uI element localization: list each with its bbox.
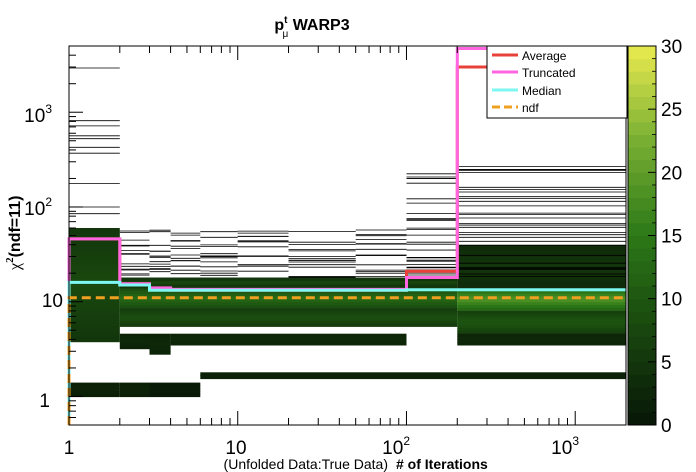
colorbar-step xyxy=(628,236,656,249)
legend: Average Truncated Median ndf xyxy=(487,46,627,118)
colorbar-step xyxy=(628,286,656,299)
y-tick-label-1: 1 xyxy=(39,391,50,412)
heat-cell xyxy=(120,346,150,350)
colorbar-step xyxy=(628,299,656,312)
heat-cell xyxy=(457,325,626,328)
heat-cell xyxy=(120,323,458,327)
colorbar-step xyxy=(628,324,656,337)
heat-cell xyxy=(200,375,626,379)
colorbar-step xyxy=(628,71,656,84)
colorbar-tick-label: 0 xyxy=(661,416,672,437)
colorbar-step xyxy=(628,46,656,59)
colorbar-step xyxy=(628,172,656,185)
heat-cell xyxy=(120,303,458,307)
colorbar-step xyxy=(628,97,656,110)
heat-cell xyxy=(457,285,626,289)
colorbar-step xyxy=(628,248,656,261)
y-tick-label-10: 10 xyxy=(42,291,63,312)
heat-cell xyxy=(457,342,626,345)
heat-cell xyxy=(457,331,626,334)
colorbar-step xyxy=(628,84,656,97)
colorbar-tick-label: 30 xyxy=(661,37,682,58)
x-tick-label-1: 1 xyxy=(64,438,75,459)
heat-cell xyxy=(171,342,407,345)
title-suffix: WARP3 xyxy=(288,17,349,34)
colorbar-tick-label: 25 xyxy=(661,100,682,121)
heat-cell xyxy=(69,339,120,343)
heat-cell xyxy=(457,311,626,314)
colorbar-step xyxy=(628,147,656,160)
colorbar-step xyxy=(628,185,656,198)
colorbar-step xyxy=(628,337,656,350)
colorbar-step xyxy=(628,349,656,362)
colorbar-tick-label: 15 xyxy=(661,227,682,248)
colorbar-step xyxy=(628,400,656,413)
colorbar-step xyxy=(628,261,656,274)
colorbar-step xyxy=(628,412,656,425)
colorbar-step xyxy=(628,122,656,135)
legend-label-ndf: ndf xyxy=(522,101,539,115)
colorbar-step xyxy=(628,311,656,324)
colorbar-step xyxy=(628,223,656,236)
colorbar-step xyxy=(628,387,656,400)
colorbar-step xyxy=(628,59,656,72)
heat-cell xyxy=(457,319,626,322)
colorbar-step xyxy=(628,273,656,286)
legend-label-truncated: Truncated xyxy=(522,66,576,80)
colorbar-tick-label: 10 xyxy=(661,290,682,311)
legend-label-average: Average xyxy=(522,49,567,63)
colorbar-step xyxy=(628,375,656,388)
heat-cell xyxy=(150,394,201,397)
colorbar-tick-label: 20 xyxy=(661,163,682,184)
heat-cell xyxy=(150,351,171,355)
colorbar-tick-label: 5 xyxy=(661,353,672,374)
colorbar-step xyxy=(628,109,656,122)
colorbar-step xyxy=(628,160,656,173)
colorbar-step xyxy=(628,134,656,147)
colorbar-step xyxy=(628,210,656,223)
heat-cell xyxy=(120,394,150,397)
colorbar-step xyxy=(628,198,656,211)
heat-cell xyxy=(150,342,171,346)
x-axis-prefix: (Unfolded Data:True Data) xyxy=(224,456,388,472)
x-axis-title: # of Iterations xyxy=(396,456,488,472)
colorbar-step xyxy=(628,362,656,375)
legend-label-median: Median xyxy=(522,84,561,98)
